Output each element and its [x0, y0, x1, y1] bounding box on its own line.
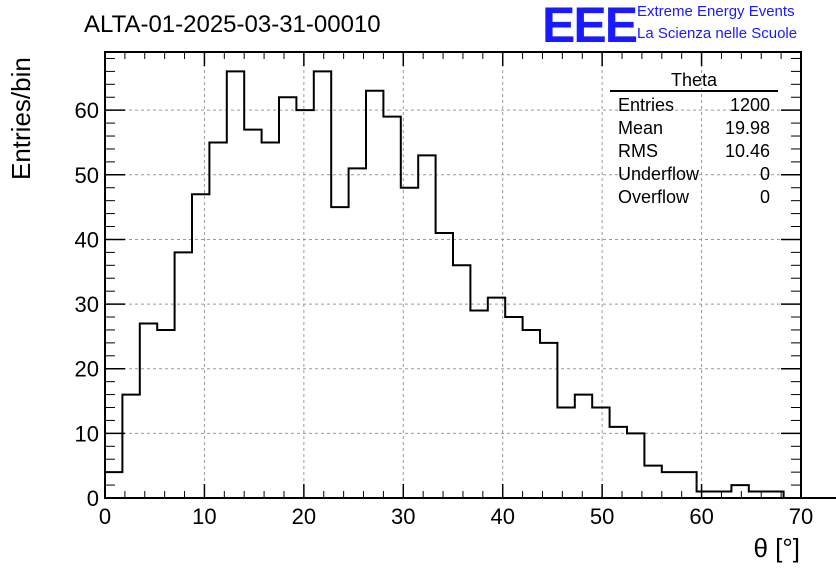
- histogram-bin: [644, 466, 661, 498]
- stats-title: Theta: [610, 70, 778, 92]
- stats-value: 0: [759, 164, 770, 184]
- eee-logo: EEE: [542, 0, 638, 53]
- stats-value: 1200: [729, 95, 770, 115]
- y-axis-label: Entries/bin: [6, 57, 36, 180]
- stats-row-overflow: Overflow 0: [610, 186, 778, 209]
- x-tick-label: 40: [490, 504, 514, 529]
- histogram-outline: [104, 70, 836, 499]
- x-tick-label: 50: [590, 504, 614, 529]
- histogram-bin: [157, 330, 174, 498]
- y-tick-label: 50: [75, 163, 99, 188]
- histogram-bin: [453, 265, 470, 498]
- histogram-bin: [610, 427, 627, 498]
- histogram-bin: [192, 194, 209, 498]
- histogram-bin: [418, 155, 435, 498]
- y-tick-label: 30: [75, 292, 99, 317]
- histogram-bin: [140, 323, 157, 498]
- stats-row-entries: Entries 1200: [610, 94, 778, 117]
- histogram-bin: [314, 71, 331, 498]
- histogram-bin: [383, 117, 400, 498]
- y-tick-label: 40: [75, 227, 99, 252]
- histogram-bars: [104, 70, 836, 499]
- stats-label: RMS: [618, 141, 658, 161]
- histogram-bin: [436, 233, 453, 498]
- x-axis-label: θ [°]: [753, 533, 800, 563]
- x-tick-label: 70: [789, 504, 813, 529]
- plot-frame: [104, 51, 802, 499]
- histogram-bin: [122, 395, 139, 498]
- histogram-bin: [575, 395, 592, 498]
- stats-value: 10.46: [724, 141, 770, 161]
- histogram-bin: [244, 130, 261, 498]
- x-tick-label: 10: [192, 504, 216, 529]
- histogram-bin: [470, 311, 487, 498]
- histogram-bin: [366, 91, 383, 498]
- histogram-bin: [262, 142, 279, 498]
- histogram-bin: [279, 97, 296, 498]
- histogram-bin: [505, 317, 522, 498]
- stats-box: Theta Entries 1200 Mean 19.98 RMS 10.46 …: [610, 70, 778, 209]
- x-tick-label: 60: [689, 504, 713, 529]
- tick-labels: 0 10 20 30 40 50 60 70 0 10 20 30 40 50 60: [75, 98, 814, 529]
- logo-subtitle-2: La Scienza nelle Scuole: [637, 25, 798, 42]
- x-tick-label: 0: [99, 504, 111, 529]
- histogram-bin: [209, 142, 226, 498]
- stats-label: Underflow: [618, 164, 700, 184]
- stats-label: Entries: [618, 95, 675, 115]
- stats-value: 0: [759, 187, 770, 207]
- y-tick-label: 60: [75, 98, 99, 123]
- x-tick-label: 20: [292, 504, 316, 529]
- stats-label: Overflow: [618, 187, 690, 207]
- histogram-bin: [349, 168, 366, 498]
- chart-title: ALTA-01-2025-03-31-00010: [84, 11, 381, 38]
- x-tick-label: 30: [391, 504, 415, 529]
- y-tick-label: 20: [75, 357, 99, 382]
- logo-subtitle-1: Extreme Energy Events: [637, 3, 795, 20]
- stats-row-underflow: Underflow 0: [610, 163, 778, 186]
- histogram-bin: [175, 252, 192, 498]
- histogram-bin: [331, 207, 348, 498]
- stats-label: Mean: [618, 118, 664, 138]
- histogram-bin: [627, 433, 644, 498]
- stats-row-rms: RMS 10.46: [610, 140, 778, 163]
- histogram-bin: [557, 408, 574, 498]
- histogram-bin: [731, 485, 748, 498]
- y-tick-label: 10: [75, 421, 99, 446]
- histogram-bin: [227, 71, 244, 498]
- histogram-bin: [540, 343, 557, 498]
- histogram-bin: [592, 408, 609, 498]
- stats-value: 19.98: [724, 118, 770, 138]
- histogram-bin: [523, 330, 540, 498]
- histogram-bin: [662, 472, 679, 498]
- stats-row-mean: Mean 19.98: [610, 117, 778, 140]
- y-tick-label: 0: [87, 486, 99, 511]
